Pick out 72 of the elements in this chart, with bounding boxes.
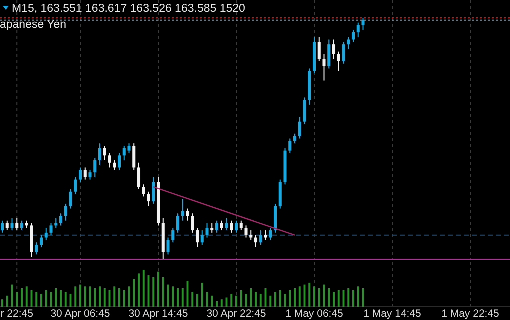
candlestick [244, 225, 248, 238]
x-tick-label: 1 May 22:45 [442, 308, 500, 320]
candlestick [352, 30, 356, 43]
candlestick [337, 51, 340, 72]
candlestick [147, 191, 150, 207]
candlestick [240, 220, 243, 232]
candlestick [142, 184, 146, 198]
candlestick [362, 18, 365, 31]
x-tick-label: 30 Apr 22:45 [206, 308, 266, 320]
x-tick-label: 1 May 14:45 [364, 308, 422, 320]
candlestick [186, 208, 190, 222]
candlestick [210, 222, 214, 234]
candlestick [206, 222, 209, 238]
candlestick [259, 230, 262, 246]
candlestick [94, 158, 97, 178]
candlestick [78, 167, 82, 183]
candlestick [230, 220, 234, 234]
x-tick-label: 1 May 06:45 [286, 308, 344, 320]
candlestick [40, 234, 44, 248]
candlestick [118, 152, 122, 171]
candlestick [84, 167, 87, 180]
chart-subtitle: apanese Yen [0, 19, 67, 31]
candlestick [16, 218, 19, 232]
candlestick [0, 220, 4, 234]
candlestick [50, 222, 53, 236]
candlestick [322, 54, 326, 82]
candlestick [44, 228, 48, 241]
candlestick [220, 220, 224, 232]
candlestick [225, 218, 228, 232]
candlestick [264, 230, 268, 241]
candlestick [20, 220, 24, 232]
candlestick [200, 230, 204, 246]
candlestick [152, 176, 156, 204]
x-tick-label: r 22:45 [0, 308, 34, 320]
candlestick [59, 213, 63, 226]
candlestick [35, 242, 38, 256]
candlestick [332, 39, 336, 60]
chart-title: M15, 163.551 163.617 163.526 163.585 1520 [12, 3, 246, 15]
candlestick [234, 220, 238, 234]
candlestick [88, 170, 92, 180]
x-tick-label: 30 Apr 06:45 [50, 308, 110, 320]
candlestick [137, 162, 141, 190]
candlestick [298, 116, 302, 140]
candlestick [181, 198, 184, 222]
candlestick [215, 220, 219, 234]
candlestick [191, 213, 194, 234]
candlestick [318, 36, 321, 62]
candlestick [113, 160, 116, 171]
candlestick [250, 230, 253, 241]
x-tick-label: 30 Apr 14:45 [128, 308, 188, 320]
candlestick [69, 188, 72, 210]
candlestick [103, 145, 106, 161]
candlestick [342, 42, 346, 64]
candlestick [303, 97, 306, 125]
candlestick [74, 176, 78, 195]
candlestick [6, 220, 9, 232]
candlestick [356, 22, 360, 38]
candlestick [132, 143, 136, 171]
candlestick [347, 36, 350, 50]
candlestick [98, 143, 102, 166]
candlestick [328, 39, 331, 70]
candlestick [108, 152, 112, 168]
candlestick [288, 138, 292, 154]
candlestick [269, 228, 272, 241]
candlestick [293, 133, 297, 144]
candlestick [166, 237, 170, 256]
candlestick [254, 234, 258, 248]
candlestick [64, 203, 68, 222]
candlestick [172, 228, 175, 244]
candlestick [176, 213, 180, 234]
candlestick [196, 228, 200, 248]
candlestick [10, 218, 14, 232]
